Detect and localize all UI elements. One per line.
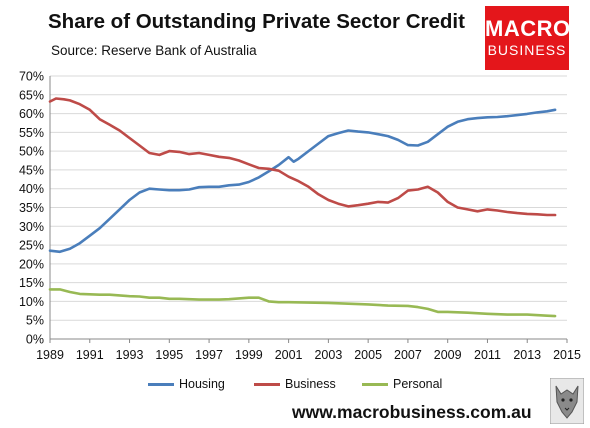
x-tick-label: 2007 — [394, 348, 422, 362]
y-tick-label: 5% — [26, 314, 44, 328]
legend-label-personal: Personal — [393, 377, 443, 391]
footer-url-link[interactable]: www.macrobusiness.com.au — [292, 402, 532, 422]
x-tick-label: 1991 — [76, 348, 104, 362]
y-tick-label: 70% — [19, 70, 44, 84]
x-tick-label: 2015 — [553, 348, 581, 362]
x-tick-label: 1993 — [116, 348, 144, 362]
y-tick-label: 35% — [19, 201, 44, 215]
y-tick-label: 15% — [19, 276, 44, 290]
y-tick-label: 40% — [19, 182, 44, 196]
x-tick-label: 2005 — [354, 348, 382, 362]
x-tick-label: 2013 — [513, 348, 541, 362]
y-tick-label: 25% — [19, 239, 44, 253]
y-tick-label: 65% — [19, 88, 44, 102]
series-line-housing — [48, 108, 557, 254]
series-line-personal — [48, 288, 557, 318]
x-tick-label: 2003 — [314, 348, 342, 362]
legend-label-business: Business — [285, 377, 336, 391]
x-tick-label: 1997 — [195, 348, 223, 362]
x-tick-label: 2011 — [474, 348, 501, 362]
series-line-business — [48, 97, 557, 217]
logo-line-2: BUSINESS — [487, 42, 567, 58]
legend-swatch-business — [254, 383, 280, 387]
chart-subtitle: Source: Reserve Bank of Australia — [51, 43, 257, 58]
y-tick-label: 10% — [19, 295, 44, 309]
wolf-logo-icon — [550, 378, 584, 424]
logo-line-1: MACRO — [485, 16, 571, 41]
legend-item-business: Business — [254, 377, 336, 391]
x-tick-label: 1999 — [235, 348, 263, 362]
y-tick-label: 0% — [26, 333, 44, 347]
x-tick-label: 2009 — [434, 348, 462, 362]
y-tick-label: 60% — [19, 107, 44, 121]
chart-title: Share of Outstanding Private Sector Cred… — [48, 10, 465, 33]
legend-swatch-housing — [148, 383, 174, 387]
legend-item-personal: Personal — [362, 377, 442, 391]
legend-item-housing: Housing — [148, 377, 225, 391]
y-tick-label: 50% — [19, 145, 44, 159]
y-tick-label: 30% — [19, 220, 44, 234]
x-tick-label: 2001 — [275, 348, 303, 362]
y-tick-label: 45% — [19, 163, 44, 177]
legend-label-housing: Housing — [179, 377, 225, 391]
y-tick-label: 20% — [19, 257, 44, 271]
legend-swatch-personal — [362, 383, 388, 387]
x-tick-label: 1989 — [36, 348, 64, 362]
x-tick-label: 1995 — [155, 348, 183, 362]
macrobusiness-logo[interactable]: MACRO BUSINESS — [485, 6, 571, 70]
y-tick-label: 55% — [19, 126, 44, 140]
